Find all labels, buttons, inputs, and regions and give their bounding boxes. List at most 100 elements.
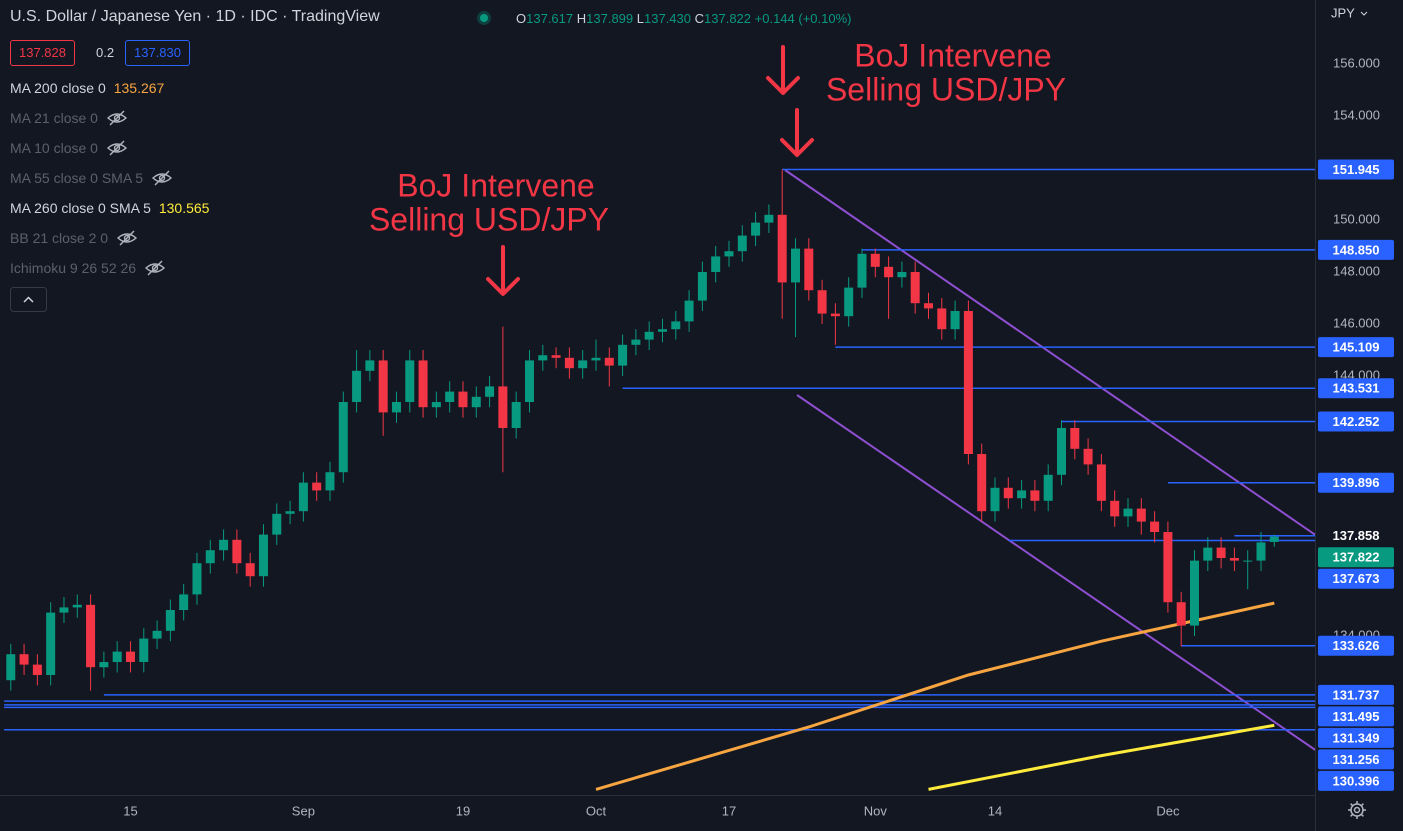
indicator[interactable]: MA 200 close 0 135.267 — [10, 78, 164, 98]
last-price-label: 137.822 — [1333, 550, 1380, 565]
level-label: 139.896 — [1333, 475, 1380, 490]
level-label-box — [1318, 472, 1394, 493]
level-label: 137.673 — [1333, 571, 1380, 586]
candle-body — [1150, 521, 1160, 533]
candle-body — [498, 386, 508, 429]
candle-body — [963, 311, 973, 455]
candle-body — [445, 391, 455, 403]
candle-body — [1189, 560, 1199, 626]
candle-body — [258, 534, 268, 577]
x-tick-label: 17 — [722, 803, 736, 818]
candle-body — [1017, 490, 1027, 499]
candle-body — [298, 482, 308, 512]
x-tick-label: 15 — [123, 803, 137, 818]
ohlc-value: 137.430 — [644, 11, 691, 26]
ohlc: O137.617 H137.899 L137.430 C137.822 +0.1… — [516, 11, 852, 26]
level-label: 130.396 — [1333, 773, 1380, 788]
ohlc-label: H — [576, 11, 587, 26]
candle-body — [59, 607, 69, 613]
candle-body — [697, 272, 707, 301]
candle-body — [418, 360, 428, 408]
indicator[interactable]: Ichimoku 9 26 52 26 — [10, 258, 166, 278]
arrow — [780, 108, 814, 157]
currency[interactable]: JPY — [1331, 5, 1355, 20]
plot-area — [4, 168, 1315, 791]
candle-body — [1003, 487, 1013, 499]
candle-body — [1030, 490, 1040, 501]
x-tick-label: 14 — [988, 803, 1002, 818]
candle-body — [631, 339, 641, 345]
x-tick-label: Oct — [586, 803, 607, 818]
candle-body — [751, 222, 761, 236]
candle-body — [857, 253, 867, 288]
level-label: 131.256 — [1333, 752, 1380, 767]
candle-body — [232, 539, 242, 564]
indicator[interactable]: MA 55 close 0 SMA 5 — [10, 168, 173, 188]
candle-body — [844, 287, 854, 317]
candle-body — [1243, 560, 1253, 562]
candle-body — [32, 664, 42, 676]
ohlc-label: O — [516, 11, 527, 26]
indicator[interactable]: MA 21 close 0 — [10, 108, 128, 128]
candle-body — [72, 604, 82, 608]
ohlc-label: C — [694, 11, 705, 26]
candle-body — [1083, 448, 1093, 465]
hidden-icon[interactable] — [144, 260, 166, 276]
sell-price[interactable]: 137.828 — [10, 40, 75, 66]
level-label: 131.737 — [1333, 687, 1380, 702]
level-label-box — [1318, 411, 1394, 432]
indicator-value: 130.565 — [158, 200, 210, 216]
market-status — [477, 11, 491, 25]
level-label-box — [1318, 525, 1394, 546]
ohlc-label: L — [636, 11, 644, 26]
level-label: 142.252 — [1333, 414, 1380, 429]
hidden-icon[interactable] — [151, 170, 173, 186]
y-tick-label: 154.000 — [1333, 107, 1380, 122]
candle-body — [897, 272, 907, 278]
x-tick-label: Dec — [1156, 803, 1180, 818]
level-label: 131.495 — [1333, 709, 1380, 724]
hidden-icon[interactable] — [106, 140, 128, 156]
candle-body — [1176, 602, 1186, 626]
candle-body — [378, 360, 388, 413]
level-label-box — [1318, 635, 1394, 656]
candle-body — [950, 311, 960, 330]
candle-body — [1136, 508, 1146, 522]
price-labels: 151.945 148.850 145.109 143.531 142.252 139.8… — [1318, 159, 1394, 791]
level-label-box — [1318, 706, 1394, 727]
candle-body — [684, 300, 694, 322]
candle-body — [830, 313, 840, 317]
candle-body — [1229, 558, 1239, 561]
candle-body — [870, 253, 880, 267]
indicator[interactable]: MA 10 close 0 — [10, 138, 128, 158]
candle-body — [46, 612, 56, 676]
candle-body — [205, 550, 215, 564]
candle-body — [644, 331, 654, 340]
spread: 0.2 — [96, 45, 115, 60]
currency-chevron[interactable] — [1360, 11, 1368, 16]
arrows — [486, 45, 814, 296]
arrow — [486, 245, 520, 296]
candle-body — [471, 396, 481, 408]
candle-body — [6, 654, 16, 681]
indicator[interactable]: BB 21 close 2 0 — [10, 228, 138, 248]
buy-price[interactable]: 137.830 — [125, 40, 190, 66]
candle-body — [312, 482, 322, 491]
collapse-button[interactable] — [10, 287, 47, 312]
indicator[interactable]: MA 260 close 0 SMA 5 130.565 — [10, 198, 209, 218]
candle-body — [139, 638, 149, 663]
level-label-box — [1318, 684, 1394, 705]
candle-body — [1070, 428, 1080, 449]
level-label: 131.349 — [1333, 730, 1380, 745]
candle-body — [923, 303, 933, 309]
ohlc-value: 137.617 — [526, 11, 574, 26]
candle-body — [910, 272, 920, 304]
candle-body — [1110, 500, 1120, 517]
candle-body — [1269, 536, 1279, 542]
axes: 156.000154.000150.000148.000146.000144.0… — [123, 55, 1380, 818]
hidden-icon[interactable] — [106, 110, 128, 126]
settings-icon[interactable] — [1348, 801, 1366, 819]
hidden-icon[interactable] — [116, 230, 138, 246]
